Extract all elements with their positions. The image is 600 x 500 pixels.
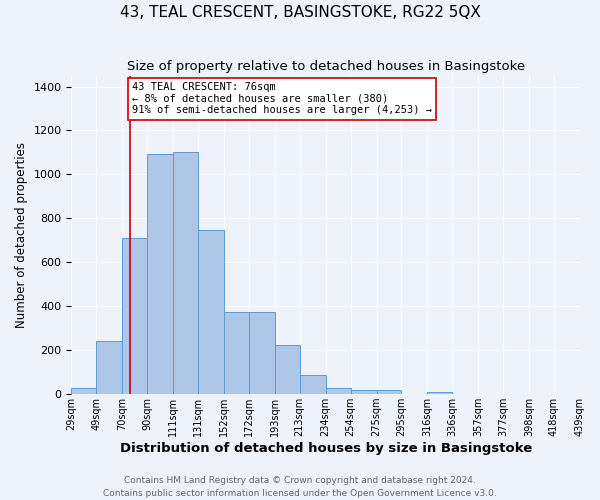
Bar	[96, 342, 122, 394]
Bar	[299, 376, 326, 394]
Text: 43 TEAL CRESCENT: 76sqm
← 8% of detached houses are smaller (380)
91% of semi-de: 43 TEAL CRESCENT: 76sqm ← 8% of detached…	[132, 82, 432, 116]
Y-axis label: Number of detached properties: Number of detached properties	[15, 142, 28, 328]
Bar	[224, 312, 249, 394]
Bar	[427, 392, 452, 394]
Bar	[71, 388, 96, 394]
Bar	[249, 312, 275, 394]
Bar	[147, 154, 173, 394]
Bar	[377, 390, 401, 394]
Bar	[326, 388, 350, 394]
Title: Size of property relative to detached houses in Basingstoke: Size of property relative to detached ho…	[127, 60, 525, 73]
Bar	[350, 390, 377, 394]
Text: Contains HM Land Registry data © Crown copyright and database right 2024.
Contai: Contains HM Land Registry data © Crown c…	[103, 476, 497, 498]
Bar	[173, 152, 198, 394]
Bar	[198, 230, 224, 394]
Bar	[122, 238, 147, 394]
X-axis label: Distribution of detached houses by size in Basingstoke: Distribution of detached houses by size …	[119, 442, 532, 455]
Text: 43, TEAL CRESCENT, BASINGSTOKE, RG22 5QX: 43, TEAL CRESCENT, BASINGSTOKE, RG22 5QX	[119, 5, 481, 20]
Bar	[275, 344, 299, 394]
